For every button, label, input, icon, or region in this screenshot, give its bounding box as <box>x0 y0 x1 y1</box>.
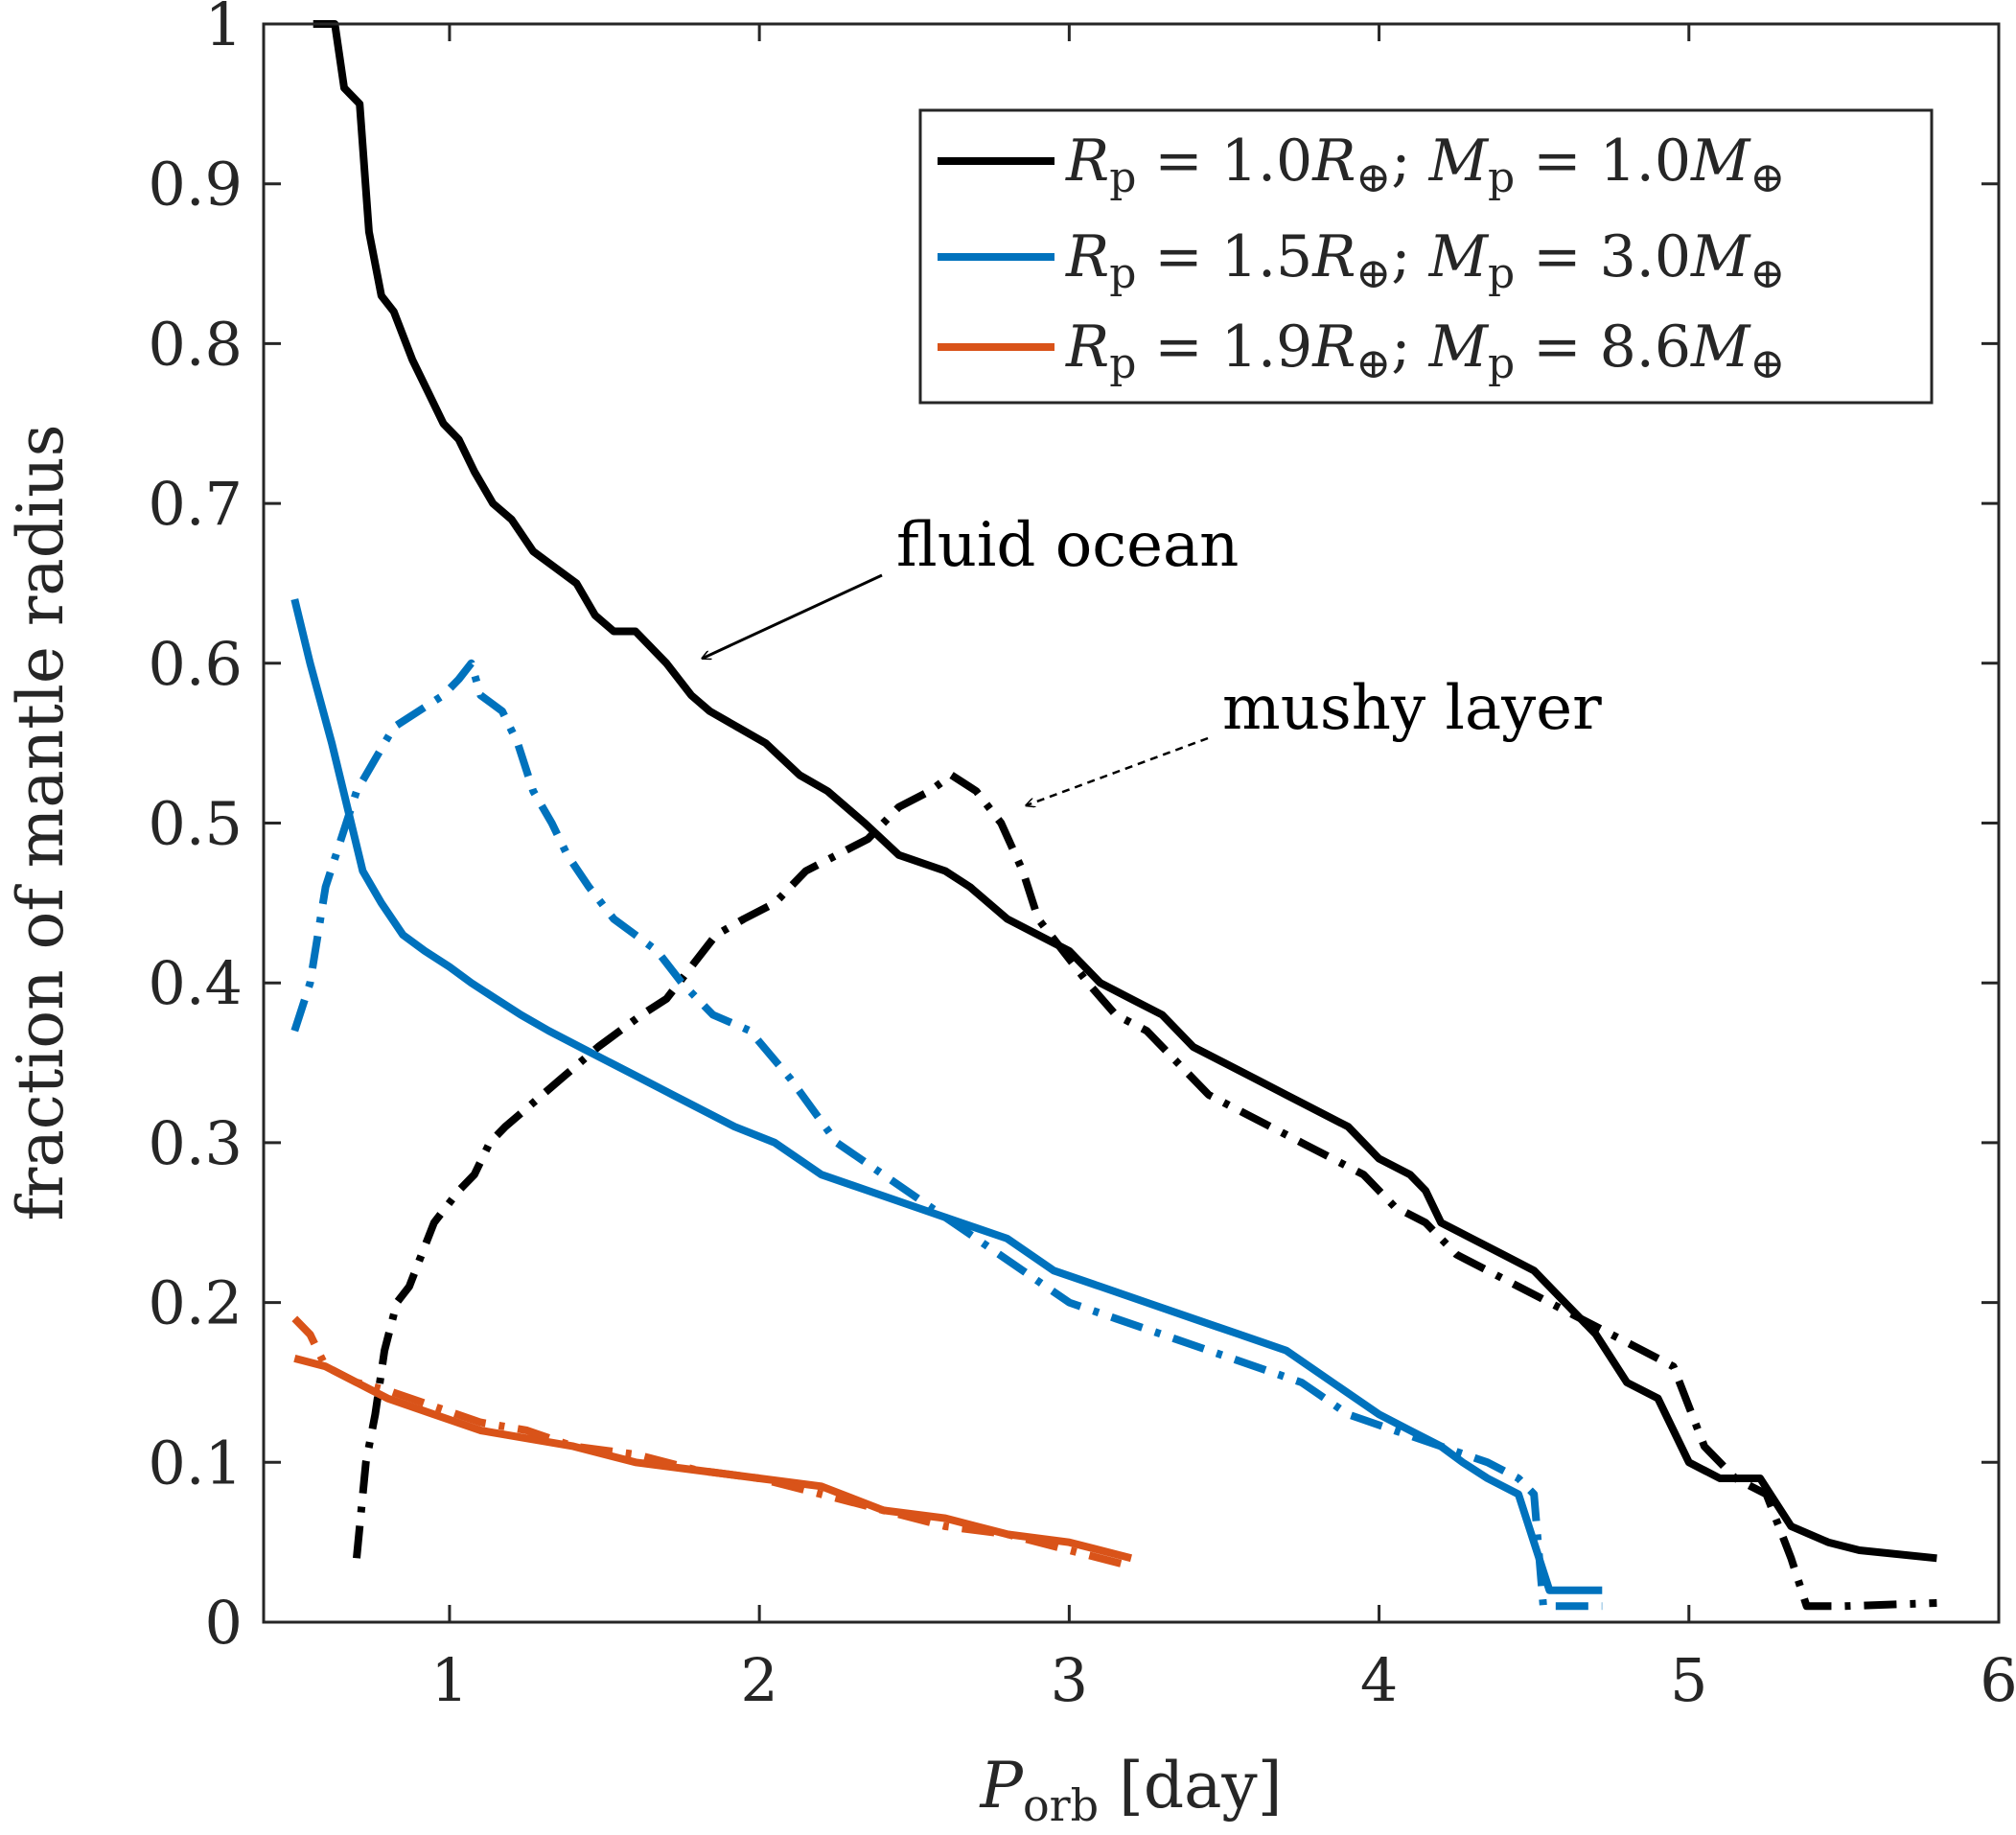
x-tick-label: 6 <box>1980 1645 2016 1715</box>
y-tick-label: 0.8 <box>148 309 243 379</box>
x-tick-label: 4 <box>1360 1645 1398 1715</box>
legend-box <box>918 108 1934 405</box>
series-4-orange-solid <box>293 1355 1132 1563</box>
legend-entry-2-r: 1.5 <box>1221 223 1312 290</box>
series-layer <box>290 20 1937 1611</box>
x-tick-label: 2 <box>740 1645 777 1715</box>
series-2-blue-solid <box>290 598 1603 1594</box>
legend-entry-3-r: 1.9 <box>1221 314 1312 381</box>
x-axis-label: Porb [day] <box>980 1749 1283 1831</box>
svg-text:Rp = 1.0R⊕; Mp = 1.0M⊕: Rp = 1.0R⊕; Mp = 1.0M⊕ <box>1065 128 1785 202</box>
legend-equals: = <box>1136 128 1220 195</box>
y-tick-label: 0.9 <box>148 150 243 220</box>
legend-entry-1: Rp = 1.0R⊕; Mp = 1.0M⊕ <box>938 128 1785 202</box>
legend-entry-3-m: 8.6 <box>1600 314 1691 381</box>
legend: Rp = 1.0R⊕; Mp = 1.0M⊕ Rp = 1.5R⊕; Mp = … <box>918 108 1934 405</box>
x-tick-label: 3 <box>1051 1645 1088 1715</box>
legend-entry-2: Rp = 1.5R⊕; Mp = 3.0M⊕ <box>938 223 1785 298</box>
x-tick-label: 1 <box>430 1645 468 1715</box>
x-axis-label-sub: orb <box>1023 1779 1099 1831</box>
y-tick-label: 0.2 <box>148 1268 243 1338</box>
svg-text:Rp = 1.5R⊕; Mp = 3.0M⊕: Rp = 1.5R⊕; Mp = 3.0M⊕ <box>1065 223 1785 298</box>
series-3-blue-dashed <box>290 659 1603 1611</box>
annotation-mushy-layer-arrow <box>1026 736 1209 805</box>
legend-r-sub: p <box>1109 153 1136 202</box>
legend-entry-1-r: 1.0 <box>1221 128 1312 195</box>
y-tick-label: 0.5 <box>148 789 243 859</box>
annotation-fluid-ocean: fluid ocean <box>703 510 1239 659</box>
x-axis-label-unit: [day] <box>1119 1749 1282 1823</box>
series-0-black-solid <box>313 20 1937 1563</box>
x-axis-label-main: P <box>980 1749 1025 1823</box>
svg-text:Rp = 1.9R⊕; Mp = 8.6M⊕: Rp = 1.9R⊕; Mp = 8.6M⊕ <box>1065 314 1785 388</box>
legend-r-symbol: R <box>1065 128 1109 195</box>
legend-entry-2-m: 3.0 <box>1600 223 1691 290</box>
y-tick-label: 0.3 <box>148 1108 243 1178</box>
annotation-mushy-layer-label: mushy layer <box>1222 673 1602 744</box>
series-5-orange-dashed <box>291 1315 1133 1570</box>
annotation-fluid-ocean-arrow <box>703 573 883 659</box>
series-1-black-dashed <box>353 771 1937 1611</box>
legend-entry-3: Rp = 1.9R⊕; Mp = 8.6M⊕ <box>938 314 1785 388</box>
annotation-fluid-ocean-label: fluid ocean <box>896 510 1239 581</box>
y-tick-label: 1 <box>205 0 243 59</box>
plot-frame <box>262 22 2001 1624</box>
y-tick-label: 0.1 <box>148 1428 243 1498</box>
tick-labels: 1 2 3 4 5 6 0 0.1 0.2 0.3 0.4 0.5 0.6 0.7 0.8 0.9 1 <box>148 0 2016 1715</box>
y-tick-label: 0.4 <box>148 948 243 1018</box>
y-tick-label: 0.6 <box>148 629 243 699</box>
y-axis-label: fraction of mantle radius <box>4 424 78 1220</box>
annotation-mushy-layer: mushy layer <box>1026 673 1602 805</box>
x-tick-label: 5 <box>1670 1645 1707 1715</box>
y-tick-label: 0 <box>205 1588 243 1658</box>
legend-entry-1-m: 1.0 <box>1600 128 1691 195</box>
y-tick-label: 0.7 <box>148 469 243 539</box>
